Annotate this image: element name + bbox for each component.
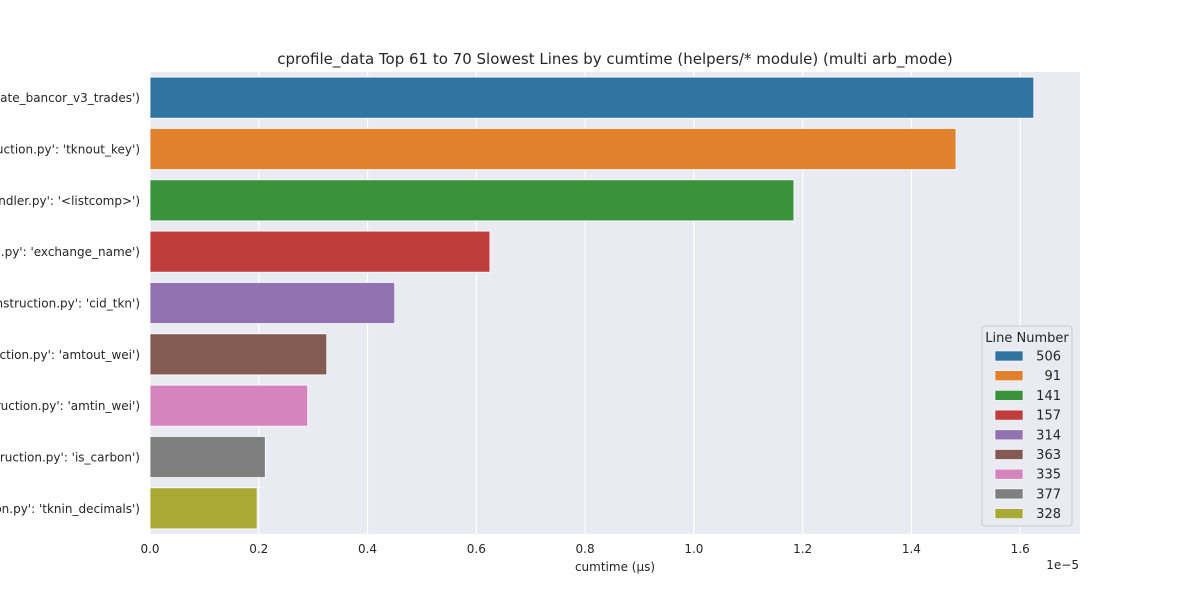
x-tick-label: 0.2 [249,542,268,556]
bar [149,384,309,427]
legend-swatch [994,488,1024,500]
y-tick-label: on.py': 'tknin_decimals') [0,502,140,516]
x-tick-label: 1.4 [902,542,921,556]
legend-swatch [994,409,1024,421]
legend: Line Number 506 91 141 157 314 363 335 377 328 [981,325,1073,527]
y-tick-label: ruction.py': 'amtin_wei') [0,399,140,413]
legend-swatch [994,390,1024,401]
legend-label: 314 [1036,428,1061,443]
legend-label: 506 [1036,350,1061,365]
bar [149,76,1035,119]
legend-label: 141 [1036,389,1061,404]
bar [149,333,328,376]
y-tick-label: andler.py': '<listcomp>') [0,194,140,208]
y-tick-label: uction.py': 'tknout_key') [0,143,140,157]
legend-title: Line Number [985,331,1069,346]
x-axis-label: cumtime (μs) [575,560,655,574]
y-tick-label: ction.py': 'amtout_wei') [0,348,140,362]
legend-swatch [994,350,1024,362]
bar [149,282,396,324]
legend-label: 363 [1036,448,1061,463]
bars [149,76,1035,530]
legend-label: 377 [1036,487,1061,502]
y-tick-label: ruction.py': 'is_carbon') [0,451,140,465]
y-tick-label: ate_bancor_v3_trades') [0,91,140,105]
legend-label: 157 [1036,409,1061,424]
y-tick-labels: ate_bancor_v3_trades') uction.py': 'tknou… [0,91,140,516]
bar [149,230,491,273]
x-tick-label: 0.8 [576,542,595,556]
legend-label: 328 [1036,507,1061,522]
x-tick-label: 1.0 [684,542,703,556]
chart-title: cprofile_data Top 61 to 70 Slowest Lines… [277,50,953,69]
bar [149,128,957,170]
x-axis-offset-label: 1e−5 [1046,558,1079,572]
bar [149,436,266,478]
legend-label: 91 [1044,369,1061,384]
x-tick-label: 0.4 [358,542,377,556]
x-tick-label: 0.6 [467,542,486,556]
x-tick-label: 1.6 [1011,542,1030,556]
legend-swatch [994,508,1024,519]
bar [149,179,795,222]
y-tick-label: .py': 'exchange_name') [1,245,140,259]
y-tick-label: nstruction.py': 'cid_tkn') [0,297,140,311]
legend-swatch [994,429,1024,441]
legend-swatch [994,449,1024,460]
legend-swatch [994,468,1024,480]
x-tick-labels: 0.0 0.2 0.4 0.6 0.8 1.0 1.2 1.4 1.6 [140,542,1029,556]
x-tick-label: 1.2 [793,542,812,556]
x-tick-label: 0.0 [140,542,159,556]
bar [149,487,258,530]
legend-swatch [994,370,1024,382]
legend-label: 335 [1036,468,1061,483]
